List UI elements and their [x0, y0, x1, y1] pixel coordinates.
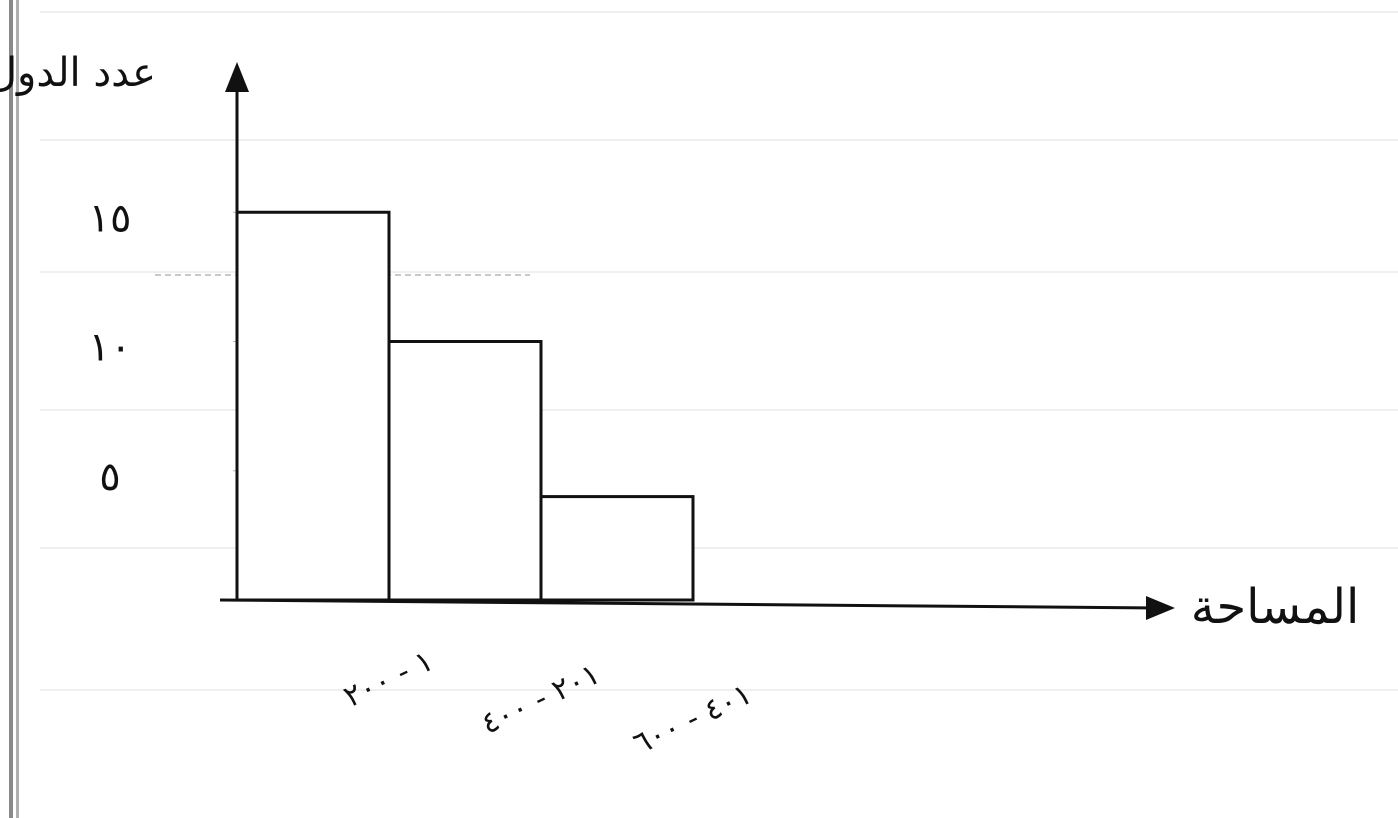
page-border: [9, 0, 13, 818]
y-axis-label: عدد الدول: [0, 50, 156, 96]
y-axis-arrow: [225, 62, 249, 92]
x-axis-arrow: [1146, 596, 1175, 620]
bar: [387, 340, 543, 602]
page-border: [16, 0, 19, 818]
y-tick-label: ١٥: [89, 195, 132, 241]
x-axis: [219, 598, 1161, 610]
y-tick-label: ٥: [99, 454, 120, 500]
y-tick-label: ١٠: [89, 325, 132, 371]
bar: [235, 210, 391, 602]
bar: [539, 495, 695, 602]
x-axis-label: المساحة: [1191, 579, 1360, 635]
